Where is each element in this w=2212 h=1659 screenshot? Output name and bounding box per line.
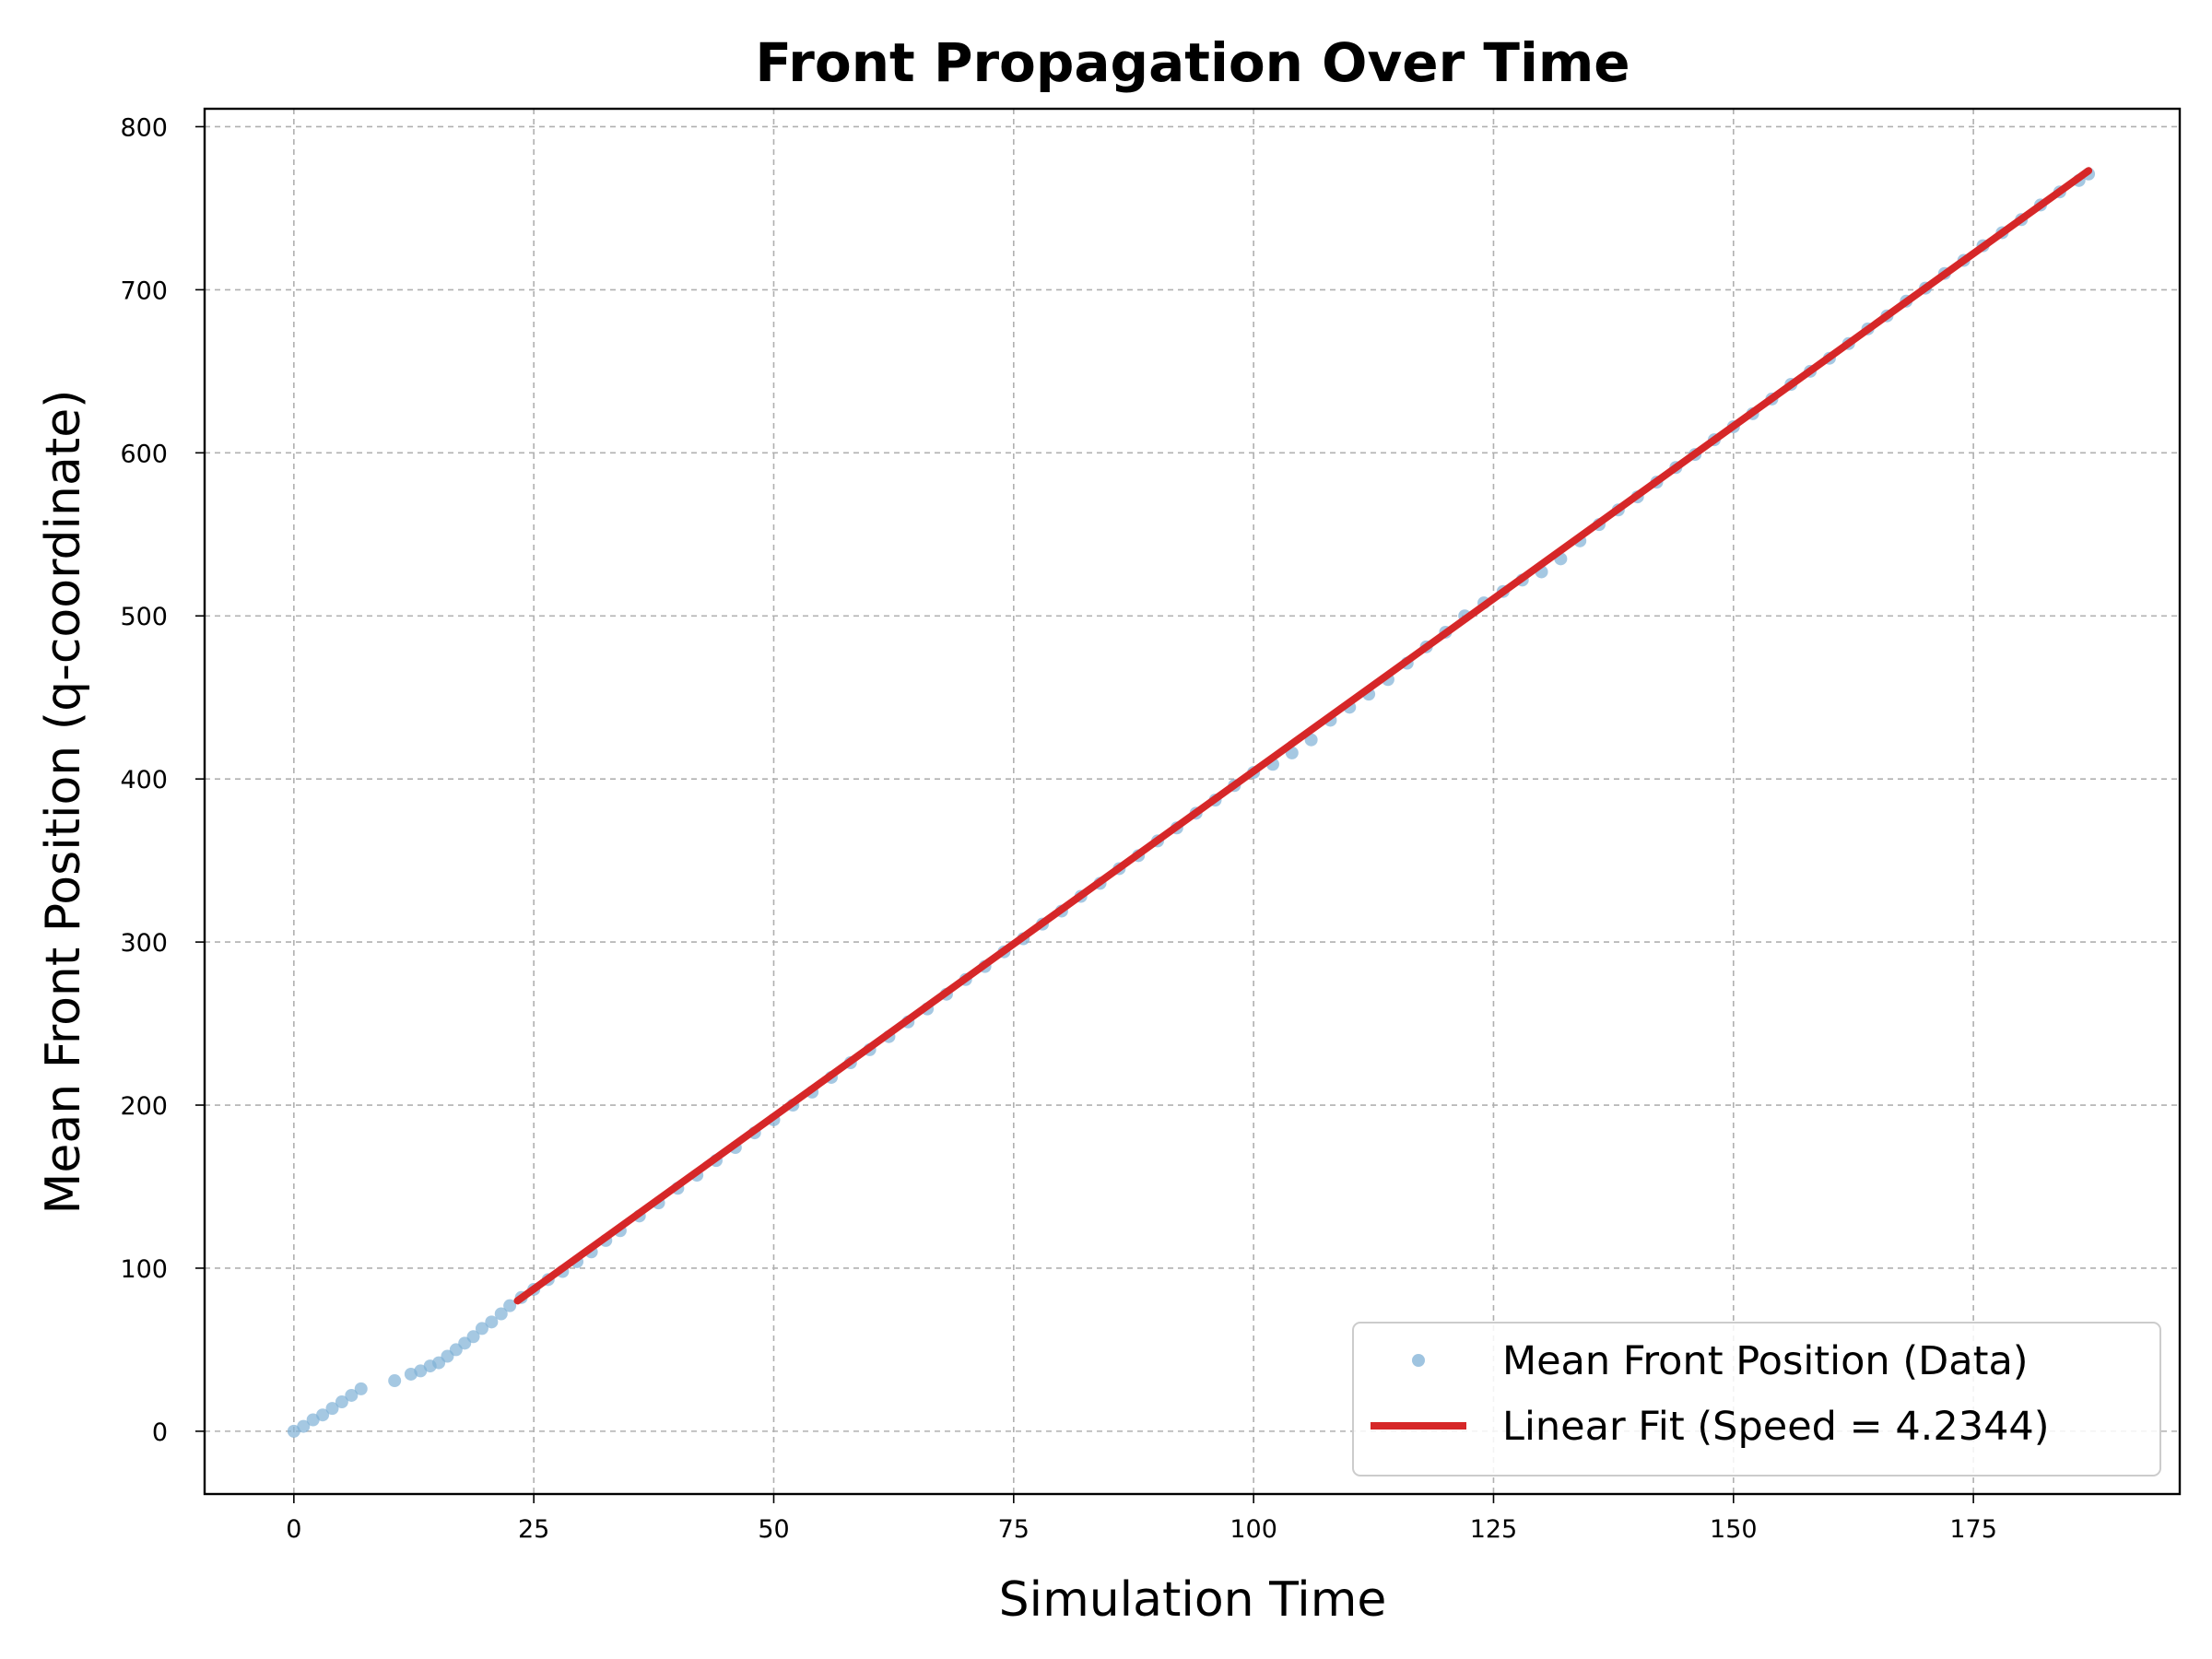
x-tick-label: 125 bbox=[1470, 1515, 1518, 1544]
x-tick-label: 100 bbox=[1230, 1515, 1277, 1544]
grid bbox=[205, 109, 2180, 1494]
x-tick-label: 0 bbox=[286, 1515, 301, 1544]
data-point bbox=[475, 1322, 488, 1335]
y-axis-ticks: 0 100 200 300 400 500 600 700 800 bbox=[120, 113, 205, 1447]
data-point bbox=[316, 1408, 330, 1422]
data-point bbox=[494, 1307, 508, 1321]
y-tick-label: 500 bbox=[120, 603, 168, 631]
legend: Mean Front Position (Data) Linear Fit (S… bbox=[1352, 1322, 2161, 1477]
x-tick-label: 175 bbox=[1949, 1515, 1997, 1544]
data-point bbox=[485, 1315, 499, 1329]
data-point bbox=[306, 1413, 320, 1427]
x-axis-label: Simulation Time bbox=[999, 1572, 1387, 1628]
data-point bbox=[287, 1424, 300, 1438]
x-tick-label: 25 bbox=[518, 1515, 549, 1544]
data-point bbox=[414, 1364, 428, 1378]
chart-title: Front Propagation Over Time bbox=[755, 31, 1630, 94]
linear-fit-line bbox=[513, 167, 2093, 1305]
y-tick-label: 800 bbox=[120, 113, 168, 142]
data-point bbox=[354, 1382, 368, 1395]
y-tick-label: 700 bbox=[120, 276, 168, 305]
legend-box bbox=[1352, 1322, 2161, 1477]
data-point bbox=[335, 1395, 348, 1409]
data-point bbox=[466, 1330, 480, 1344]
x-tick-label: 50 bbox=[758, 1515, 789, 1544]
x-axis-ticks: 0 25 50 75 100 125 150 175 bbox=[286, 1494, 1997, 1544]
legend-label-data: Mean Front Position (Data) bbox=[1502, 1338, 2029, 1384]
legend-marker-data bbox=[1412, 1354, 1425, 1367]
legend-label-fit: Linear Fit (Speed = 4.2344) bbox=[1502, 1404, 2050, 1450]
data-point bbox=[325, 1402, 339, 1416]
y-tick-label: 300 bbox=[120, 929, 168, 958]
y-tick-label: 600 bbox=[120, 440, 168, 468]
data-point bbox=[503, 1299, 517, 1312]
data-point bbox=[345, 1388, 359, 1402]
data-point bbox=[297, 1419, 311, 1433]
y-tick-label: 400 bbox=[120, 766, 168, 794]
plot-area bbox=[287, 167, 2096, 1438]
y-tick-label: 0 bbox=[152, 1418, 168, 1447]
y-tick-label: 200 bbox=[120, 1092, 168, 1121]
data-point bbox=[388, 1374, 402, 1388]
x-tick-label: 75 bbox=[998, 1515, 1030, 1544]
y-tick-label: 100 bbox=[120, 1255, 168, 1284]
x-tick-label: 150 bbox=[1710, 1515, 1758, 1544]
plot-frame bbox=[203, 107, 2182, 1496]
y-axis-label: Mean Front Position (q-coordinate) bbox=[36, 390, 91, 1215]
